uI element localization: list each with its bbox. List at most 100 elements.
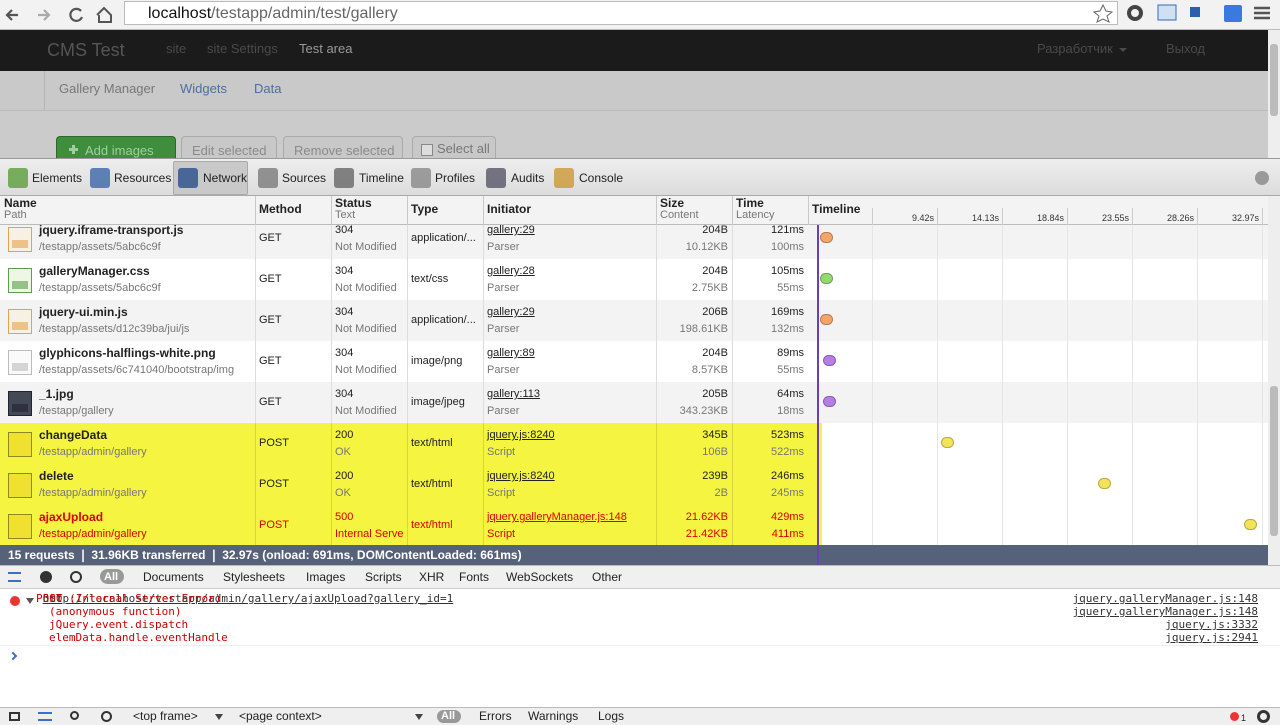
subnav-link[interactable]: Gallery Manager: [59, 81, 156, 96]
subnav-link[interactable]: Widgets: [180, 81, 227, 96]
request-name[interactable]: glyphicons-halflings-white.png: [39, 346, 216, 360]
level[interactable]: Warnings: [528, 709, 579, 723]
initiator[interactable]: gallery:28: [487, 265, 535, 277]
clear-icon[interactable]: [70, 571, 82, 583]
request-name[interactable]: galleryManager.css: [39, 264, 150, 278]
tab-icon[interactable]: [334, 168, 354, 188]
filter[interactable]: Images: [306, 570, 346, 584]
network-scrollbar[interactable]: [1268, 196, 1280, 565]
select-all[interactable]: Select all: [412, 136, 496, 158]
source-link[interactable]: jquery.js:3332: [1165, 618, 1258, 631]
filter-pill[interactable]: All: [100, 569, 124, 584]
action-button[interactable]: Edit selected: [181, 136, 277, 158]
request-row[interactable]: galleryManager.css/testapp/assets/5abc6c…: [0, 259, 1268, 300]
column-title[interactable]: Timeline: [812, 202, 861, 216]
checkbox[interactable]: [421, 144, 433, 156]
action-button[interactable]: Add images: [56, 136, 176, 158]
back-icon[interactable]: [5, 9, 18, 21]
source-link[interactable]: jquery.galleryManager.js:148: [1072, 605, 1258, 618]
filter[interactable]: XHR: [419, 570, 445, 584]
filter[interactable]: Stylesheets: [223, 570, 286, 584]
tab-icon[interactable]: [178, 168, 198, 188]
tab-label[interactable]: Audits: [511, 171, 545, 185]
subnav-link[interactable]: Data: [254, 81, 282, 96]
filter[interactable]: Documents: [143, 570, 204, 584]
tab-label[interactable]: Sources: [282, 171, 327, 185]
column-title[interactable]: Initiator: [487, 202, 531, 216]
request-name[interactable]: jquery.iframe-transport.js: [39, 225, 184, 237]
initiator[interactable]: jquery.js:8240: [487, 470, 555, 482]
nav-link[interactable]: Test area: [299, 41, 353, 56]
expand-triangle[interactable]: [26, 598, 34, 604]
source-link[interactable]: jquery.js:2941: [1165, 631, 1258, 644]
tab-label[interactable]: Profiles: [435, 171, 476, 185]
settings-icon[interactable]: [1127, 5, 1143, 21]
star-icon[interactable]: [1093, 3, 1114, 23]
address-bar[interactable]: localhost/testapp/admin/test/gallery: [124, 1, 1118, 25]
request-row[interactable]: ajaxUpload/testapp/admin/gallery POST 500 I…: [0, 505, 1268, 545]
initiator[interactable]: gallery:89: [487, 347, 535, 359]
tab-icon[interactable]: [258, 168, 278, 188]
user-menu[interactable]: Разработчик: [1037, 41, 1113, 56]
page-scrollbar[interactable]: [1268, 30, 1280, 158]
initiator[interactable]: gallery:29: [487, 225, 535, 236]
column-title[interactable]: Name: [4, 196, 37, 210]
column-title[interactable]: Type: [411, 202, 439, 216]
tab-icon[interactable]: [411, 168, 431, 188]
context-select[interactable]: <page context>: [237, 708, 427, 725]
filter[interactable]: Other: [592, 570, 623, 584]
request-row[interactable]: _1.jpg/testapp/gallery GET 304 Not Modified…: [0, 382, 1268, 423]
column-title[interactable]: Size: [660, 196, 685, 210]
scroll-thumb[interactable]: [1270, 386, 1278, 536]
request-name[interactable]: delete: [39, 469, 74, 483]
source-link[interactable]: jquery.galleryManager.js:148: [1072, 592, 1258, 605]
translate-icon[interactable]: [1224, 5, 1242, 22]
filter[interactable]: Scripts: [365, 570, 402, 584]
ext-icon[interactable]: [1190, 7, 1200, 17]
request-row[interactable]: changeData/testapp/admin/gallery POST 200 O…: [0, 423, 1268, 464]
tab-label[interactable]: Network: [203, 171, 248, 185]
tab-icon[interactable]: [554, 168, 574, 188]
tab-label[interactable]: Elements: [32, 171, 83, 185]
request-row[interactable]: jquery.iframe-transport.js/testapp/asset…: [0, 225, 1268, 259]
scroll-thumb[interactable]: [1270, 44, 1278, 116]
request-row[interactable]: glyphicons-halflings-white.png/testapp/a…: [0, 341, 1268, 382]
tab-icon[interactable]: [90, 168, 110, 188]
gear-icon[interactable]: [1257, 710, 1270, 723]
logout[interactable]: Выход: [1166, 41, 1205, 56]
error-url[interactable]: http://localhost/testapp/admin/gallery/a…: [42, 592, 454, 605]
home-icon[interactable]: [96, 6, 112, 23]
column-title[interactable]: Time: [736, 196, 764, 210]
error-count[interactable]: 1: [1241, 713, 1247, 723]
initiator[interactable]: jquery.js:8240: [487, 429, 555, 441]
dock-icon[interactable]: [9, 712, 20, 721]
tab-label[interactable]: Resources: [114, 171, 172, 185]
tab-icon[interactable]: [486, 168, 506, 188]
request-name[interactable]: changeData: [39, 428, 108, 442]
filter[interactable]: WebSockets: [506, 570, 574, 584]
request-name[interactable]: _1.jpg: [39, 387, 74, 401]
initiator[interactable]: gallery:29: [487, 306, 535, 318]
initiator[interactable]: jquery.galleryManager.js:148: [487, 511, 627, 523]
request-row[interactable]: delete/testapp/admin/gallery POST 200 OK tex…: [0, 464, 1268, 505]
console-icon[interactable]: [38, 712, 52, 721]
frame-select[interactable]: <top frame>: [131, 708, 226, 725]
tab-icon[interactable]: [8, 168, 28, 188]
level[interactable]: Logs: [598, 709, 625, 723]
reload-icon[interactable]: [69, 7, 84, 22]
request-name[interactable]: ajaxUpload: [39, 510, 104, 524]
record-icon[interactable]: [40, 571, 52, 583]
action-button[interactable]: Remove selected: [283, 136, 403, 158]
initiator[interactable]: gallery:113: [487, 388, 540, 400]
level[interactable]: Errors: [479, 709, 512, 723]
column-title[interactable]: Status: [335, 196, 372, 210]
nav-link[interactable]: site Settings: [207, 41, 278, 56]
column-title[interactable]: Method: [259, 202, 302, 216]
request-row[interactable]: jquery-ui.min.js/testapp/assets/d12c39ba…: [0, 300, 1268, 341]
tab-label[interactable]: Console: [579, 171, 624, 185]
forward-icon[interactable]: [38, 9, 51, 21]
menu-icon[interactable]: [1254, 6, 1270, 20]
clear-icon[interactable]: [101, 711, 112, 722]
close-button[interactable]: [1255, 171, 1269, 185]
ext-icon[interactable]: [1157, 4, 1177, 21]
